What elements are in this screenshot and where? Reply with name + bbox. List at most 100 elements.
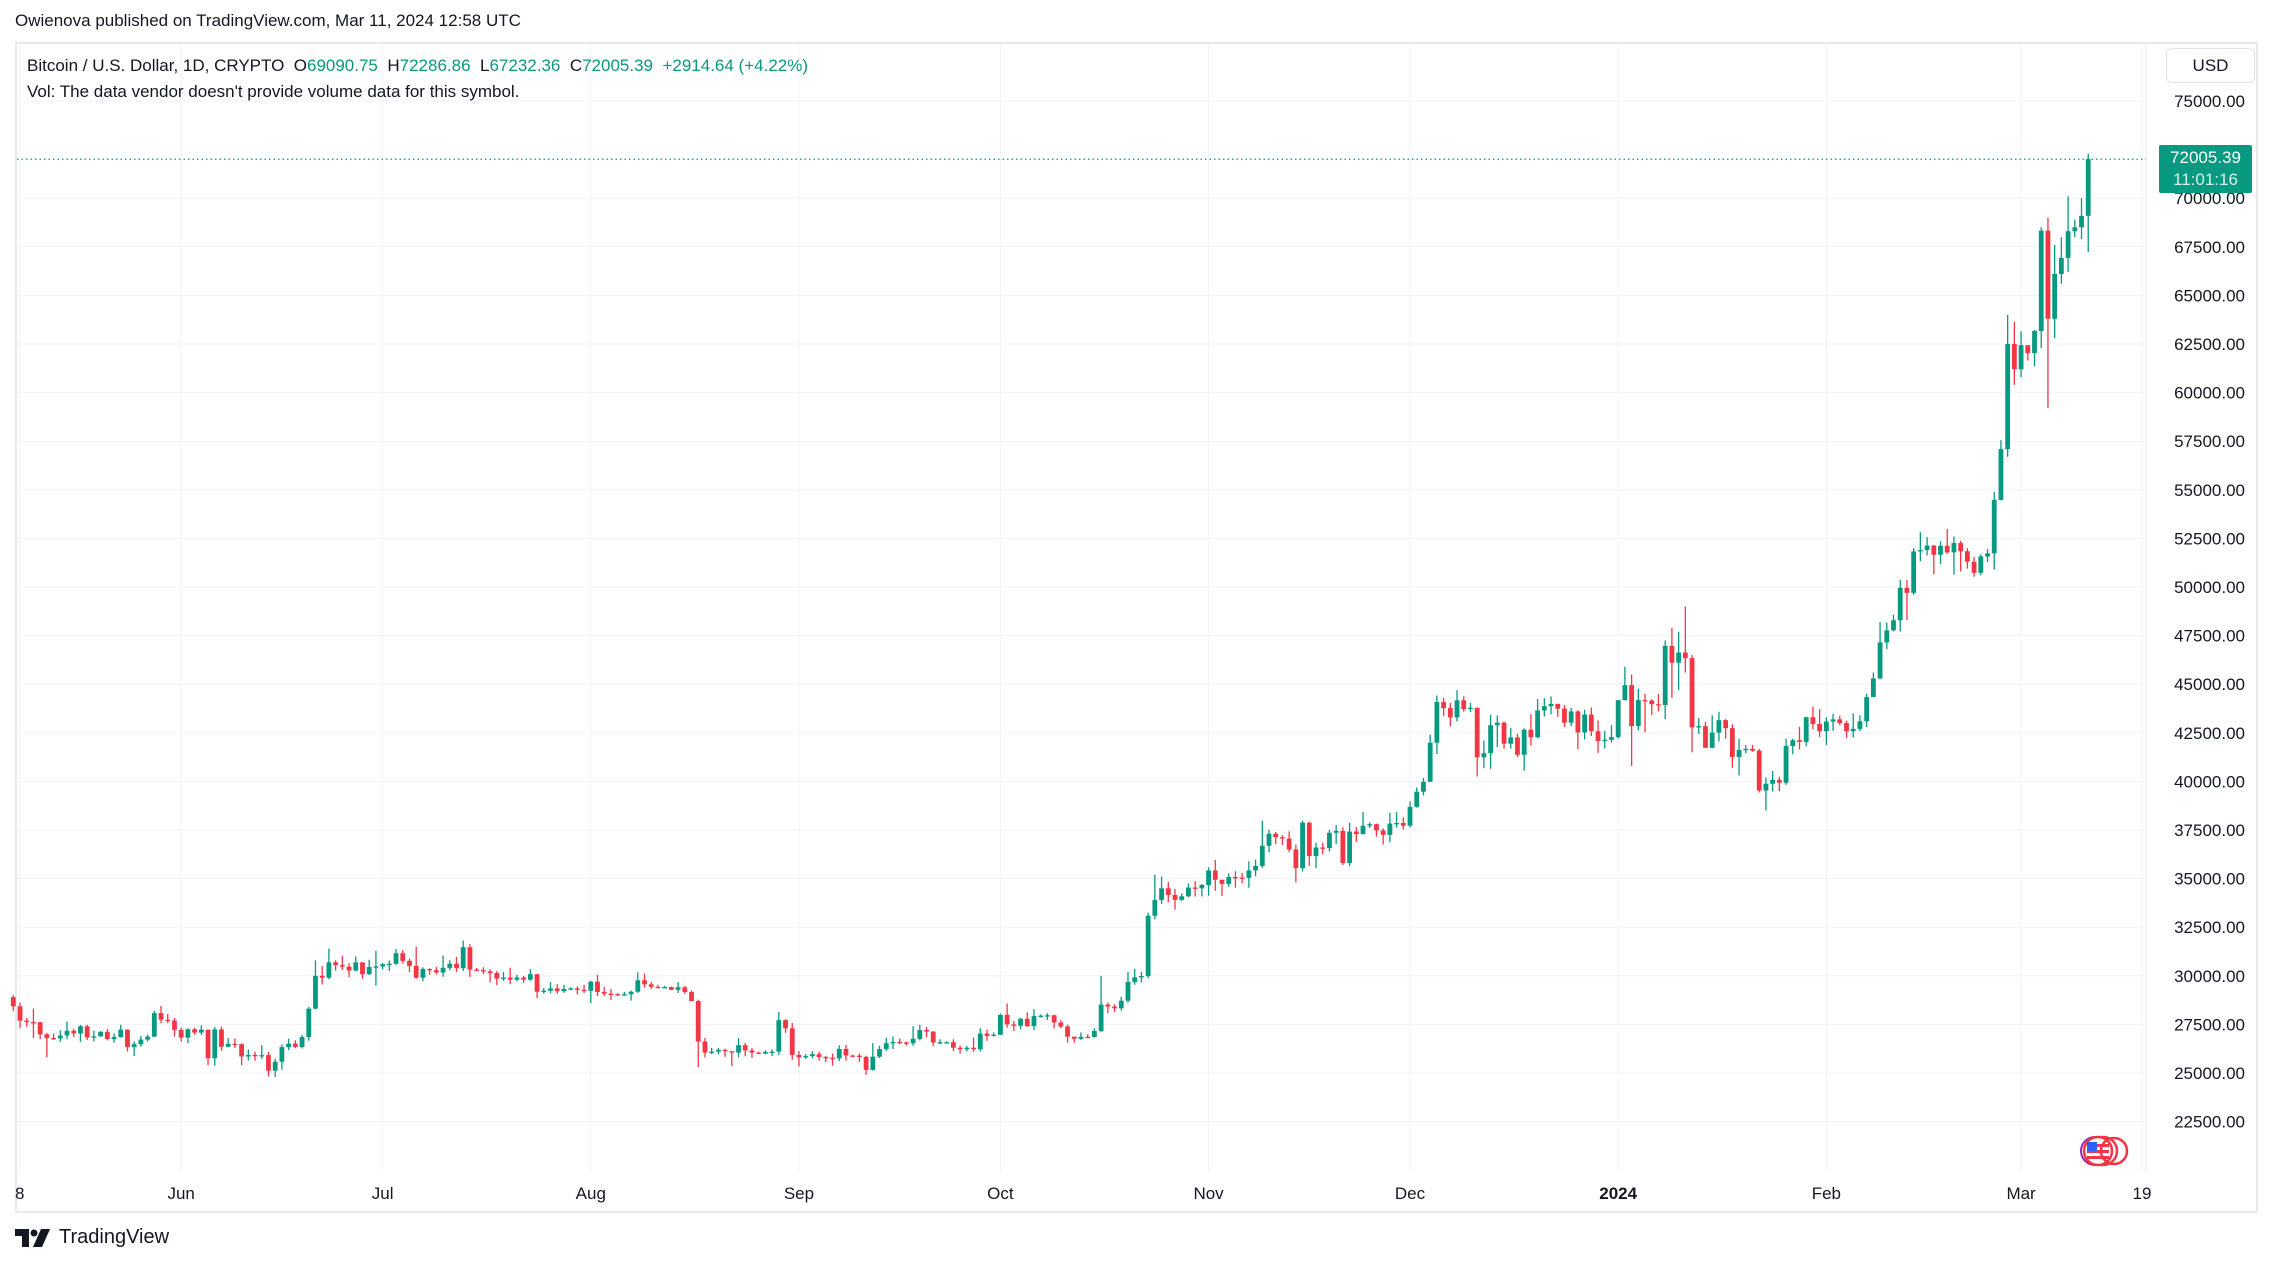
candle	[648, 982, 654, 989]
candle	[44, 1033, 50, 1058]
candle-body	[521, 977, 527, 980]
candle	[897, 1038, 903, 1045]
candle-body	[1320, 847, 1326, 849]
candle	[487, 969, 493, 983]
candle-body	[695, 1001, 701, 1042]
candle	[158, 1005, 164, 1024]
candle-body	[648, 984, 654, 987]
candle-body	[454, 963, 459, 969]
candle	[239, 1043, 245, 1066]
candle-body	[1125, 982, 1131, 1001]
candle	[1951, 536, 1957, 575]
tradingview-branding[interactable]: TradingView	[15, 1226, 169, 1249]
candle	[2058, 237, 2064, 284]
candle-body	[407, 960, 412, 966]
candle	[554, 984, 560, 994]
candle	[1434, 695, 1440, 754]
candle-body	[870, 1056, 876, 1070]
candle	[1904, 579, 1910, 621]
candle	[1239, 872, 1245, 884]
candle	[1219, 879, 1225, 896]
candle	[1058, 1020, 1064, 1029]
candle	[501, 972, 506, 981]
candle-body	[1676, 652, 1682, 663]
candle	[2018, 331, 2024, 378]
candle	[1494, 715, 1500, 747]
candle-body	[1985, 553, 1990, 557]
candle-body	[675, 987, 681, 990]
time-tick-label: 19	[2132, 1184, 2151, 1203]
candle	[1602, 730, 1608, 749]
candle-body	[1233, 877, 1238, 879]
candle	[1159, 876, 1164, 904]
candle-body	[346, 966, 352, 971]
candle-body	[1763, 783, 1769, 791]
candle-body	[1911, 551, 1917, 593]
price-axis: 22500.00 25000.00 27500.00 30000.00 32500.00…	[2145, 44, 2245, 1172]
candle	[1253, 859, 1258, 877]
candle	[1206, 867, 1211, 896]
candle-body	[1400, 823, 1406, 826]
candle	[715, 1047, 721, 1055]
candle-body	[245, 1054, 251, 1057]
candle	[339, 955, 345, 970]
candle	[1568, 707, 1574, 727]
candle	[78, 1024, 83, 1042]
candle	[118, 1024, 124, 1038]
candle	[1535, 698, 1541, 739]
candle	[2065, 196, 2071, 273]
candle	[1924, 537, 1930, 556]
price-tick-label: 37500.00	[2174, 821, 2245, 840]
candle-body	[984, 1033, 990, 1036]
candle	[836, 1045, 842, 1062]
candle	[1186, 883, 1191, 898]
candle-body	[548, 988, 553, 991]
candle-body	[1877, 642, 1883, 679]
candle-body	[232, 1043, 238, 1046]
candle-body	[185, 1029, 191, 1038]
high-label: H	[387, 56, 400, 75]
candle-body	[581, 989, 587, 992]
symbol-title[interactable]: Bitcoin / U.S. Dollar, 1D, CRYPTO	[27, 56, 285, 75]
candle	[1387, 812, 1393, 843]
candle	[1347, 822, 1352, 866]
candle	[816, 1051, 822, 1061]
candle-body	[1622, 685, 1628, 701]
candle	[1682, 606, 1688, 673]
candle	[1461, 696, 1467, 712]
low-label: L	[479, 56, 490, 75]
candle-body	[971, 1047, 976, 1050]
candle-body	[400, 953, 406, 961]
candle-body	[1387, 823, 1393, 835]
volume-note: Vol: The data vendor doesn't provide vol…	[27, 82, 520, 101]
candle	[789, 1023, 795, 1060]
us-flag-economic-events-icon[interactable]	[2073, 1135, 2135, 1167]
candle-body	[830, 1057, 835, 1060]
candle-body	[1414, 791, 1420, 807]
candle	[534, 973, 540, 998]
candle-body	[158, 1013, 164, 1020]
candle-body	[883, 1043, 889, 1050]
candle-body	[125, 1029, 130, 1048]
candle	[1474, 707, 1480, 777]
candle-body	[313, 975, 318, 1009]
candle	[1374, 823, 1379, 837]
candle	[1958, 540, 1964, 572]
candle-body	[1306, 822, 1312, 857]
candle	[998, 1013, 1003, 1036]
candle-body	[1219, 879, 1225, 884]
candle	[514, 974, 520, 982]
candle	[924, 1026, 929, 1038]
candle-body	[816, 1054, 822, 1058]
candle	[1803, 716, 1809, 747]
candle	[1501, 721, 1507, 749]
candle-body	[1870, 678, 1876, 698]
candle	[1870, 672, 1876, 698]
currency-button[interactable]: USD	[2166, 48, 2255, 83]
candle	[313, 960, 318, 1010]
candle-body	[1609, 737, 1614, 740]
candle-body	[2005, 344, 2011, 450]
candle	[1830, 713, 1836, 731]
candle	[977, 1028, 983, 1052]
